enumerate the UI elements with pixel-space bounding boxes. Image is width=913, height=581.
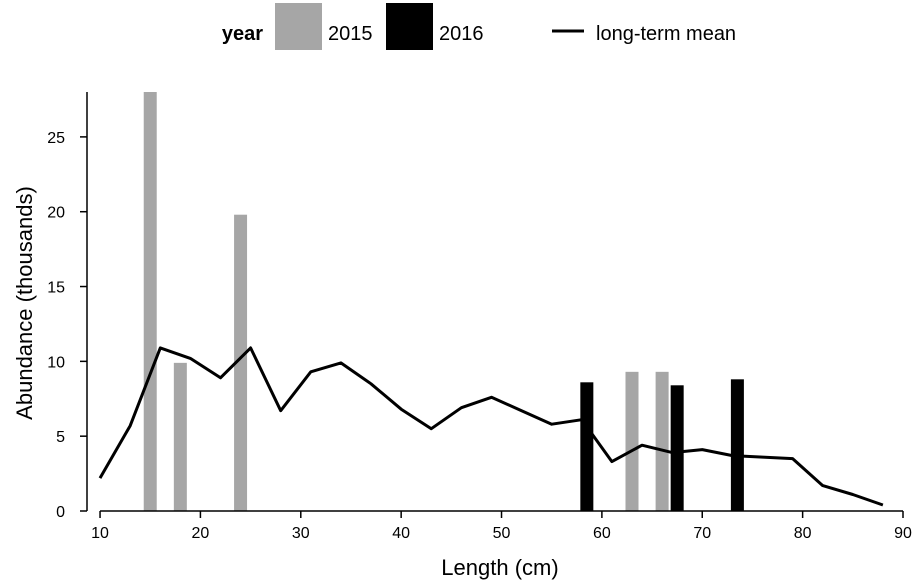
line-layer: [98, 346, 884, 507]
x-axis-title: Length (cm): [441, 555, 558, 580]
x-tick-label: 80: [794, 525, 812, 542]
x-tick-label: 10: [91, 525, 109, 542]
bars-layer: [143, 92, 744, 511]
x-tick-label: 70: [693, 525, 711, 542]
x-tick-label: 50: [493, 525, 511, 542]
axes-layer: 10 20 30 40 50 60 70 80 90 0 5 10 15 20 25: [47, 92, 912, 542]
legend: year 2015 2016 long-term mean: [222, 3, 736, 50]
y-tick-label: 25: [47, 130, 65, 147]
bar-2016: [580, 382, 594, 511]
long-term-mean-line: [98, 346, 884, 507]
bar-2015: [625, 371, 639, 511]
x-tick-label: 40: [392, 525, 410, 542]
y-tick-label: 15: [47, 280, 65, 297]
x-tick-label: 90: [894, 525, 912, 542]
legend-label: 2016: [439, 23, 484, 45]
bar-2015: [143, 92, 157, 511]
y-axis-title: Abundance (thousands): [12, 186, 37, 420]
legend-label: 2015: [328, 23, 373, 45]
y-tick-label: 20: [47, 205, 65, 222]
x-tick-label: 60: [593, 525, 611, 542]
x-tick-label: 30: [292, 525, 310, 542]
legend-swatch-2015: [275, 3, 322, 50]
y-tick-label: 0: [56, 504, 65, 521]
y-tick-label: 10: [47, 354, 65, 371]
y-tick-label: 5: [56, 429, 65, 446]
bar-2015: [655, 371, 669, 511]
bar-2016: [670, 385, 684, 511]
legend-swatch-2016: [386, 3, 433, 50]
bar-2015: [173, 362, 187, 511]
legend-label: long-term mean: [596, 23, 736, 45]
bar-2015: [234, 214, 248, 511]
x-tick-label: 20: [192, 525, 210, 542]
legend-title: year: [222, 23, 263, 45]
bar-2016: [730, 379, 744, 511]
